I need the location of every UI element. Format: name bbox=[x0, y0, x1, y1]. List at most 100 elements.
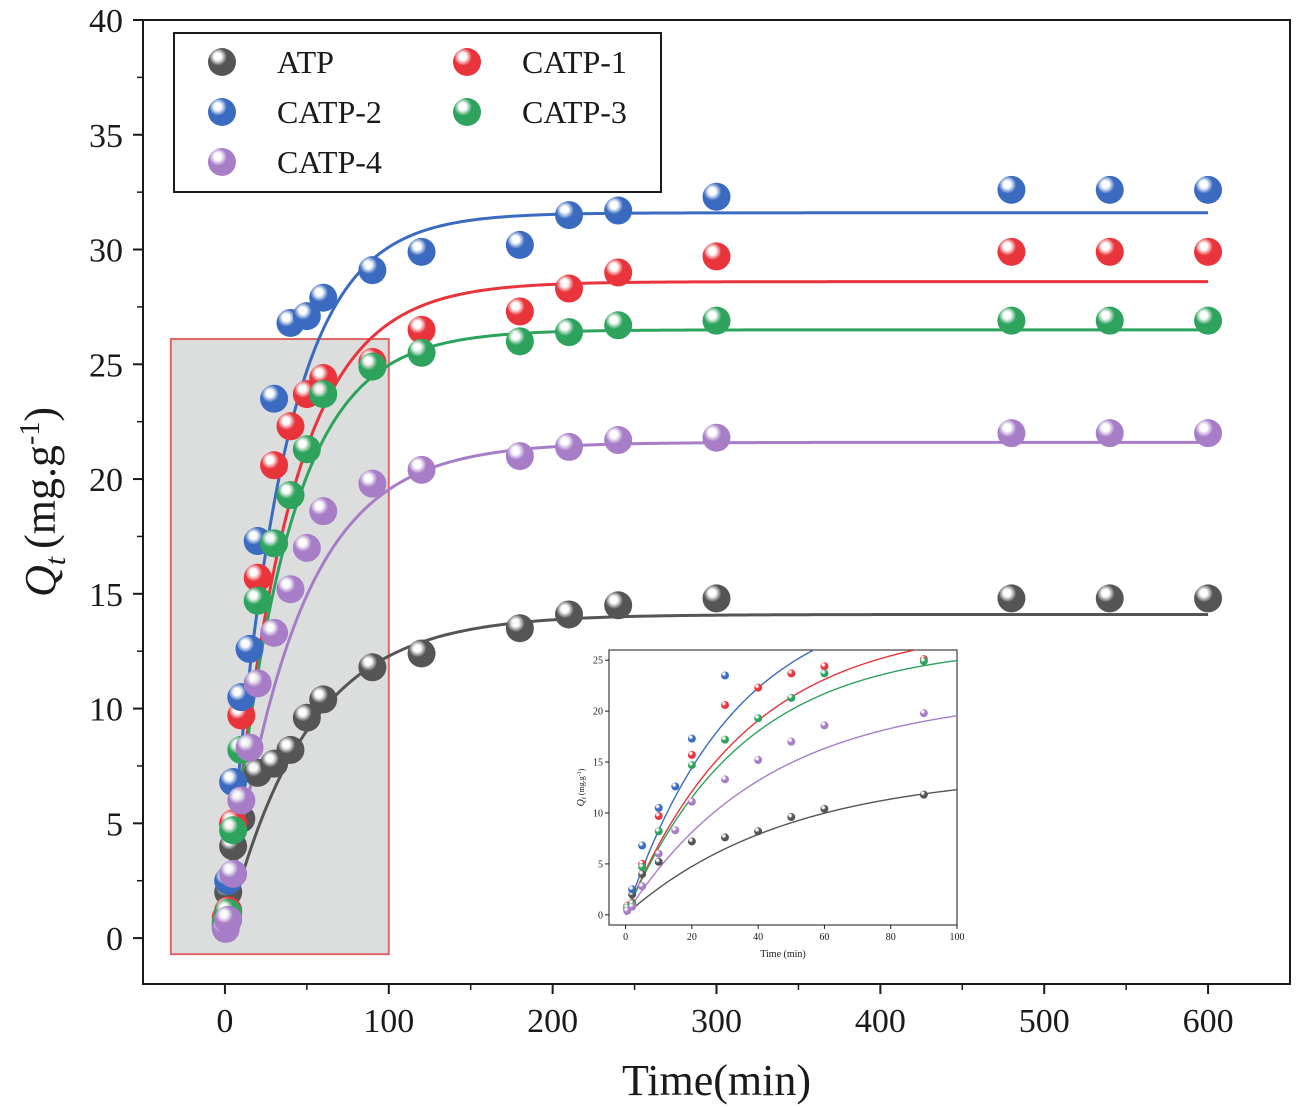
legend-box bbox=[173, 32, 662, 193]
inset-data-point-catp-1 bbox=[820, 662, 829, 671]
inset-data-point-catp-3 bbox=[654, 827, 663, 836]
inset-data-point-catp-4 bbox=[919, 709, 928, 718]
data-point-catp-4 bbox=[276, 575, 305, 604]
inset-fit-curve-catp-2 bbox=[624, 650, 816, 916]
inset-data-point-catp-2 bbox=[654, 803, 663, 812]
inset-data-point-catp-3 bbox=[721, 735, 729, 744]
inset-y-axis-title-q: Q bbox=[576, 798, 587, 806]
data-point-catp-3 bbox=[260, 529, 289, 558]
data-point-catp-2 bbox=[309, 283, 338, 312]
fit-curve-catp-2 bbox=[223, 211, 1209, 939]
inset-data-point-catp-4 bbox=[654, 849, 663, 858]
inset-data-point-catp-3 bbox=[754, 714, 763, 723]
inset-data-point-catp-4 bbox=[787, 737, 796, 746]
y-tick-label: 35 bbox=[89, 118, 123, 155]
y-axis-title-sup: -1 bbox=[15, 422, 46, 445]
y-axis-title-q: Q bbox=[16, 565, 65, 597]
legend-label-catp-1: CATP-1 bbox=[522, 44, 627, 80]
inset-fit-curve-atp bbox=[625, 788, 957, 916]
fit-curve-atp bbox=[223, 612, 1209, 939]
inset-data-point-catp-4 bbox=[671, 826, 680, 835]
inset-data-point-atp bbox=[687, 837, 696, 846]
inset-fit-curve-catp-3 bbox=[624, 659, 957, 916]
data-point-atp bbox=[1194, 584, 1223, 613]
data-point-catp-4 bbox=[309, 497, 338, 526]
legend-marker-catp-1 bbox=[453, 48, 481, 76]
data-point-catp-3 bbox=[555, 318, 584, 347]
data-point-catp-4 bbox=[702, 423, 731, 452]
data-point-catp-4 bbox=[997, 419, 1026, 448]
inset-data-point-catp-3 bbox=[687, 761, 696, 770]
inset-plot: 0 20 40 60 80 100 0 5 10 15 20 25 Time (min) Qt(mg.g-… bbox=[576, 635, 965, 960]
inset-data-point-atp bbox=[638, 870, 647, 879]
inset-x-axis-title: Time (min) bbox=[760, 949, 805, 960]
inset-y-axis-title: Qt(mg.g-1) bbox=[576, 768, 588, 806]
inset-data-point-catp-1 bbox=[654, 812, 663, 821]
legend-marker-catp-4 bbox=[208, 148, 236, 176]
inset-fit-curve-catp-4 bbox=[624, 715, 957, 916]
data-point-catp-4 bbox=[292, 533, 321, 562]
main-plot: 0 100 200 300 400 500 6000510152025303540Time(… bbox=[15, 3, 1291, 1105]
data-point-catp-3 bbox=[219, 816, 248, 845]
x-tick-label: 600 bbox=[1183, 1003, 1234, 1040]
data-point-catp-3 bbox=[1095, 306, 1124, 335]
legend-label-catp-2: CATP-2 bbox=[277, 94, 382, 130]
y-tick-label: 40 bbox=[89, 3, 123, 40]
inset-data-point-catp-2 bbox=[787, 635, 795, 643]
data-point-atp bbox=[702, 584, 731, 613]
data-point-catp-3 bbox=[604, 311, 633, 340]
data-point-atp bbox=[555, 600, 584, 629]
inset-data-point-catp-1 bbox=[687, 750, 696, 759]
data-point-catp-2 bbox=[407, 237, 436, 266]
y-tick-label: 10 bbox=[89, 692, 123, 729]
data-point-catp-4 bbox=[1194, 419, 1223, 448]
legend-label-catp-3: CATP-3 bbox=[522, 94, 627, 130]
y-tick-label: 0 bbox=[106, 921, 123, 958]
inset-data-point-catp-1 bbox=[754, 683, 763, 692]
x-tick-label: 400 bbox=[855, 1003, 906, 1040]
inset-data-point-atp bbox=[787, 813, 796, 822]
inset-data-point-catp-1 bbox=[721, 701, 729, 709]
inset-data-point-atp bbox=[654, 857, 663, 866]
y-tick-label: 30 bbox=[89, 233, 123, 270]
data-point-catp-3 bbox=[505, 327, 534, 356]
inset-y-tick-label: 5 bbox=[598, 859, 603, 870]
inset-y-tick-label: 20 bbox=[593, 707, 603, 718]
inset-data-point-atp bbox=[754, 827, 763, 836]
data-point-catp-1 bbox=[243, 563, 272, 592]
data-point-atp bbox=[276, 735, 305, 764]
inset-y-tick-label: 25 bbox=[593, 656, 603, 667]
data-point-catp-3 bbox=[407, 338, 436, 367]
y-axis-title-sub: t bbox=[39, 556, 72, 565]
y-axis-title-unit: (mg.g bbox=[16, 445, 65, 549]
x-tick-label: 100 bbox=[363, 1003, 414, 1040]
data-point-catp-4 bbox=[235, 733, 264, 762]
data-point-catp-3 bbox=[358, 352, 387, 381]
data-point-catp-2 bbox=[260, 384, 289, 413]
x-tick-label: 500 bbox=[1019, 1003, 1070, 1040]
data-point-catp-1 bbox=[997, 237, 1026, 266]
data-point-atp bbox=[604, 591, 633, 620]
inset-data-point-catp-2 bbox=[638, 841, 647, 850]
data-point-catp-1 bbox=[555, 274, 584, 303]
y-tick-label: 20 bbox=[89, 462, 123, 499]
data-point-catp-3 bbox=[309, 380, 338, 409]
inset-x-tick-label: 80 bbox=[886, 932, 896, 943]
legend: ATP CATP-1 CATP-2 CATP-3 CATP-4 bbox=[173, 32, 662, 193]
data-point-catp-2 bbox=[358, 256, 387, 285]
y-tick-label: 5 bbox=[106, 806, 123, 843]
inset-data-point-catp-2 bbox=[721, 671, 729, 680]
legend-label-atp: ATP bbox=[277, 44, 334, 80]
data-point-catp-2 bbox=[555, 201, 584, 230]
inset-data-point-catp-4 bbox=[687, 797, 696, 806]
data-point-catp-4 bbox=[227, 786, 256, 815]
inset-data-point-catp-3 bbox=[787, 693, 796, 702]
data-point-catp-1 bbox=[407, 315, 436, 344]
inset-data-point-atp bbox=[919, 790, 928, 799]
data-point-atp bbox=[1095, 584, 1124, 613]
data-point-catp-1 bbox=[260, 451, 289, 480]
data-point-atp bbox=[358, 653, 387, 682]
inset-data-point-catp-3 bbox=[638, 862, 647, 871]
data-point-catp-3 bbox=[292, 435, 321, 464]
